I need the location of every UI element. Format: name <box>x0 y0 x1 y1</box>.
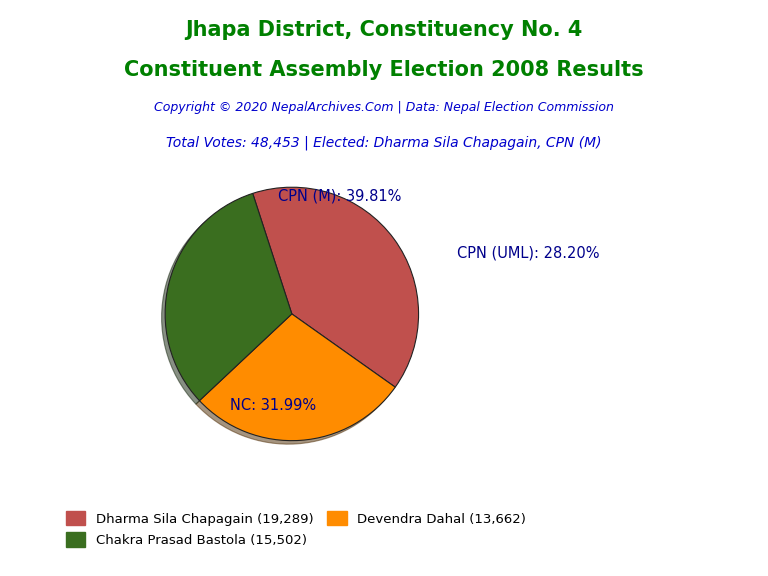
Wedge shape <box>200 314 396 441</box>
Text: Constituent Assembly Election 2008 Results: Constituent Assembly Election 2008 Resul… <box>124 60 644 81</box>
Wedge shape <box>253 187 419 387</box>
Wedge shape <box>165 194 292 401</box>
Text: CPN (UML): 28.20%: CPN (UML): 28.20% <box>456 245 599 260</box>
Text: Jhapa District, Constituency No. 4: Jhapa District, Constituency No. 4 <box>185 20 583 40</box>
Text: CPN (M): 39.81%: CPN (M): 39.81% <box>278 188 402 203</box>
Legend: Dharma Sila Chapagain (19,289), Chakra Prasad Bastola (15,502), Devendra Dahal (: Dharma Sila Chapagain (19,289), Chakra P… <box>61 506 531 552</box>
Text: NC: 31.99%: NC: 31.99% <box>230 397 316 412</box>
Text: Copyright © 2020 NepalArchives.Com | Data: Nepal Election Commission: Copyright © 2020 NepalArchives.Com | Dat… <box>154 101 614 114</box>
Text: Total Votes: 48,453 | Elected: Dharma Sila Chapagain, CPN (M): Total Votes: 48,453 | Elected: Dharma Si… <box>166 135 602 150</box>
